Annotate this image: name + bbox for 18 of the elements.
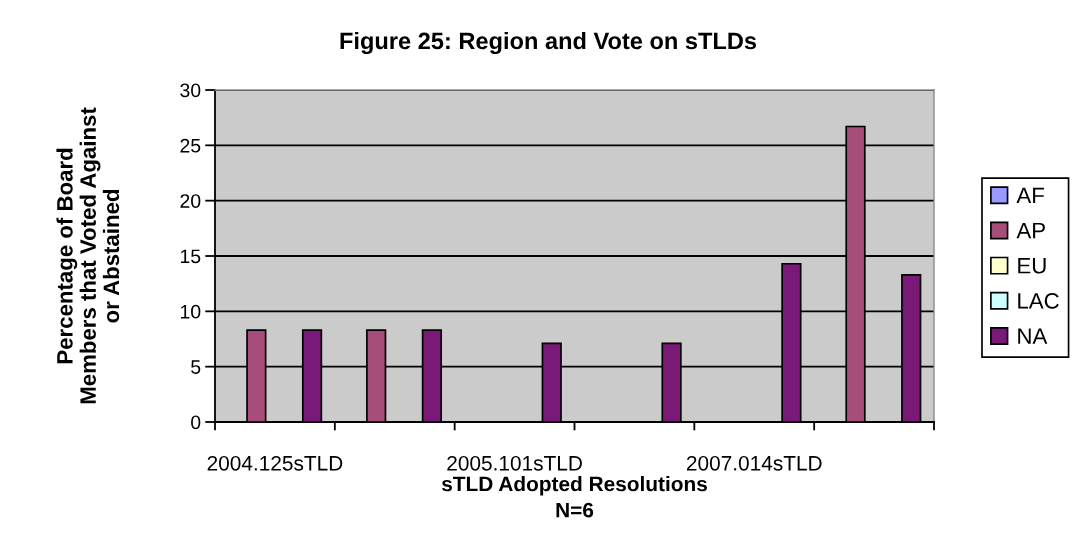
x-tick-label: 2005.101sTLD — [447, 455, 582, 471]
y-tick-label: 0 — [191, 415, 201, 430]
legend-label: LAC — [1018, 293, 1059, 309]
x-tick-label: 2004.125sTLD — [207, 455, 343, 471]
chart-title: Figure 25: Region and Vote on sTLDs — [340, 31, 757, 55]
y-tick-label: 25 — [180, 138, 201, 153]
legend-label: NA — [1018, 328, 1048, 344]
legend-label: EU — [1018, 258, 1046, 274]
x-tick-label: 2007.014sTLD — [686, 455, 822, 471]
legend-label: AP — [1016, 222, 1045, 239]
y-tick-label: 15 — [180, 249, 201, 264]
y-tick-label: 20 — [180, 194, 201, 208]
y-tick-label: 10 — [180, 304, 201, 319]
y-tick-label: 30 — [180, 83, 201, 98]
y-axis-title: Percentage of Board Members that Voted Against or Abstained — [56, 107, 120, 404]
y-tick-label: 5 — [191, 360, 201, 374]
x-axis-title: sTLD Adopted Resolutions N=6 — [441, 476, 707, 518]
legend-label: AF — [1016, 187, 1044, 204]
